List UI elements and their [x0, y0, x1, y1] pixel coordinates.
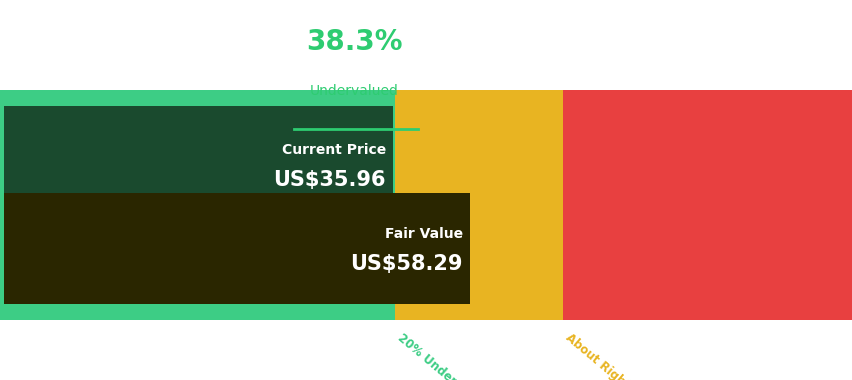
Text: US$58.29: US$58.29	[350, 254, 463, 274]
Bar	[0, 90, 394, 320]
Text: Fair Value: Fair Value	[384, 226, 463, 241]
Text: 20% Undervalued: 20% Undervalued	[394, 331, 492, 380]
Bar	[394, 90, 562, 320]
Text: Undervalued: Undervalued	[309, 84, 398, 98]
Text: About Right: About Right	[562, 331, 631, 380]
Bar	[562, 90, 852, 320]
Text: 38.3%: 38.3%	[305, 28, 402, 56]
Text: Current Price: Current Price	[281, 142, 385, 157]
Bar	[4, 106, 392, 223]
Text: US$35.96: US$35.96	[273, 170, 385, 190]
Bar	[4, 193, 469, 304]
